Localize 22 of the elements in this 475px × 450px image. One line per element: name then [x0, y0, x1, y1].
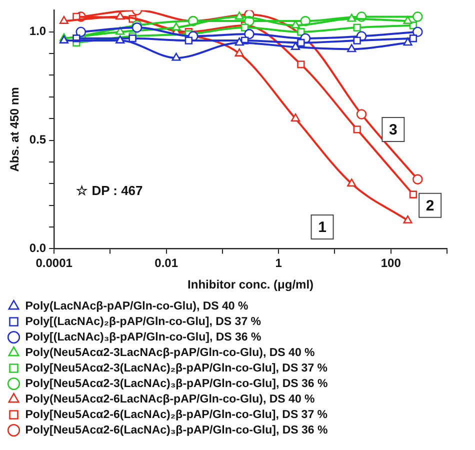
- annotation: 2: [426, 197, 434, 214]
- x-tick-label: 0.01: [154, 256, 178, 270]
- x-tick-label: 0.0001: [36, 256, 73, 270]
- y-axis-title: Abs. at 450 nm: [8, 87, 22, 172]
- y-tick-label: 0.5: [29, 132, 46, 147]
- annotation: ☆ DP : 467: [76, 183, 143, 198]
- x-tick-label: 1: [275, 256, 282, 270]
- y-tick-label: 0.0: [29, 241, 46, 256]
- y-tick-label: 1.0: [29, 24, 46, 38]
- legend-label: Poly[Neu5Acα2-3(LacNAc)₃β-pAP/Gln-co-Glu], DS 36 %: [25, 378, 328, 390]
- annotation: 1: [318, 219, 326, 236]
- legend-label: Poly[Neu5Acα2-6(LacNAc)₃β-pAP/Gln-co-Glu], DS 36 %: [25, 424, 328, 436]
- x-axis-title: Inhibitor conc. (μg/ml): [188, 278, 314, 292]
- legend-label: Poly[(LacNAc)₂β-pAP/Gln-co-Glu], DS 37 %: [25, 316, 262, 328]
- legend-label: Poly(Neu5Acα2-6LacNAcβ-pAP/Gln-co-Glu), DS 40 %: [25, 393, 315, 406]
- x-tick-label: 100: [380, 256, 402, 270]
- legend-label: Poly[Neu5Acα2-6(LacNAc)₂β-pAP/Gln-co-Glu], DS 37 %: [25, 408, 328, 421]
- legend-label: Poly(Neu5Acα2-3LacNAcβ-pAP/Gln-co-Glu), DS 40 %: [25, 346, 315, 359]
- legend-label: Poly[(LacNAc)₃β-pAP/Gln-co-Glu], DS 36 %: [25, 331, 262, 344]
- legend-label: Poly[Neu5Acα2-3(LacNAc)₂β-pAP/Gln-co-Glu], DS 37 %: [25, 362, 328, 374]
- annotation: 3: [389, 122, 398, 139]
- legend-label: Poly(LacNAcβ-pAP/Gln-co-Glu), DS 40 %: [25, 300, 248, 312]
